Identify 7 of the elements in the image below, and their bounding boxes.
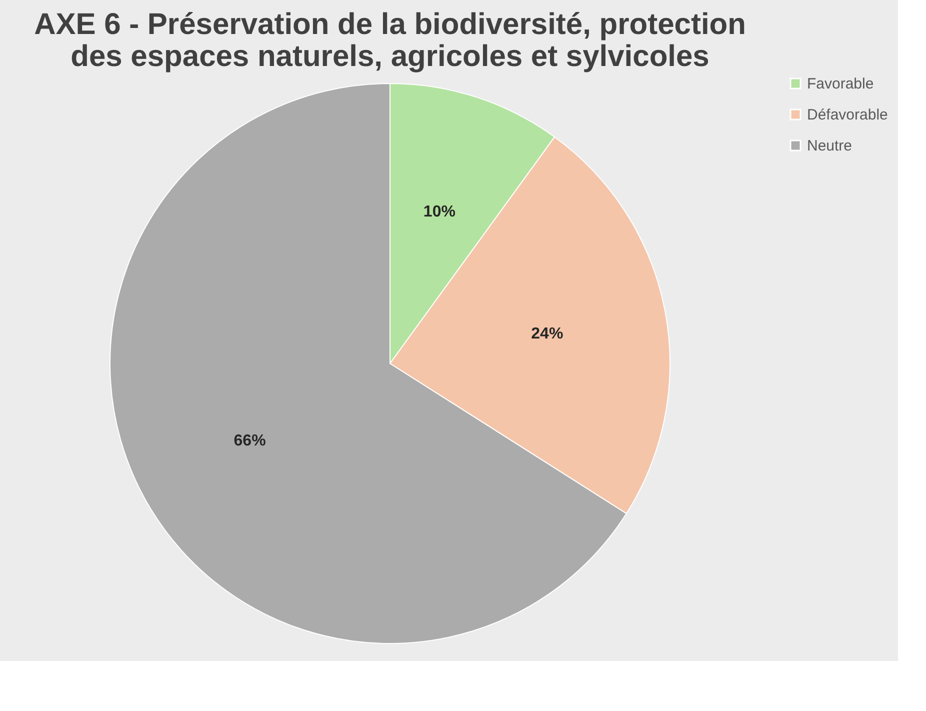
legend-label: Défavorable bbox=[807, 106, 888, 124]
legend-label: Neutre bbox=[807, 138, 852, 154]
data-label: 24% bbox=[531, 326, 564, 343]
data-label: 10% bbox=[423, 203, 456, 220]
legend-label: Favorable bbox=[807, 76, 874, 92]
chart-title: AXE 6 - Préservation de la biodiversité, protection des espaces naturels, agricoles et sylvicoles bbox=[34, 8, 746, 73]
data-label: 66% bbox=[234, 432, 266, 450]
